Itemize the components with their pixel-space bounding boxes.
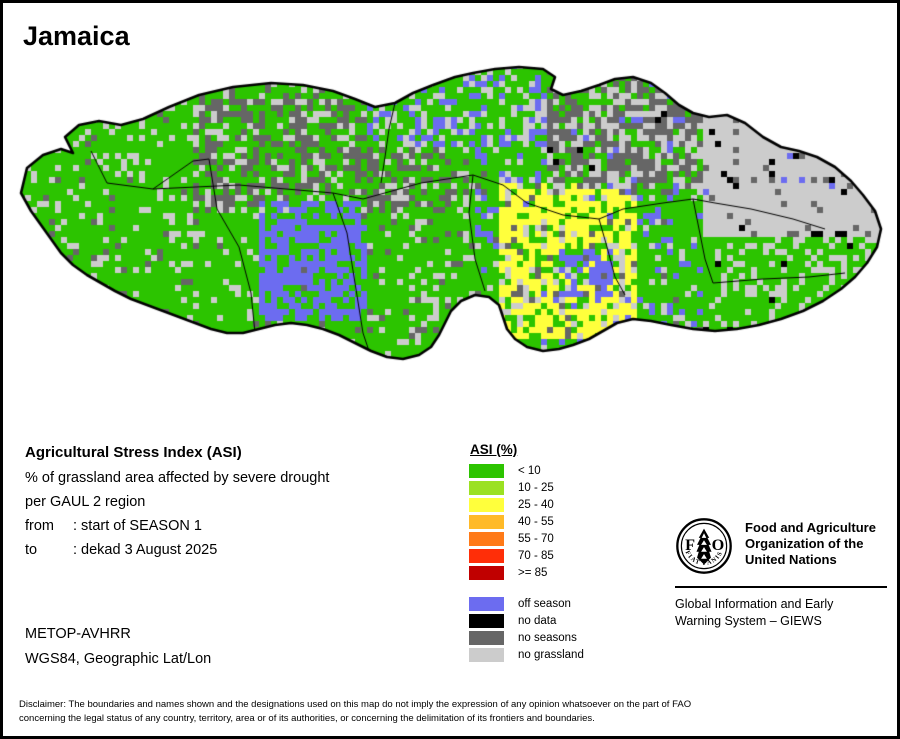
legend-class-row: 70 - 85 — [469, 548, 584, 564]
info-title: Agricultural Stress Index (ASI) — [25, 444, 242, 461]
fao-name-line1: Food and Agriculture — [745, 520, 876, 535]
legend-status-swatch — [469, 648, 504, 662]
legend-class-swatch — [469, 481, 504, 495]
svg-text:O: O — [712, 536, 725, 554]
legend-class-row: 25 - 40 — [469, 497, 584, 513]
svg-text:F: F — [685, 536, 695, 554]
projection-label: WGS84, Geographic Lat/Lon — [25, 651, 212, 667]
legend-class-swatch — [469, 464, 504, 478]
legend-class-row: >= 85 — [469, 565, 584, 581]
fao-header: F O FIAT PANIS Food and Agriculture Orga… — [675, 517, 890, 575]
legend-class-row: 40 - 55 — [469, 514, 584, 530]
legend-status-label: no seasons — [518, 632, 577, 644]
info-to-label: to — [25, 542, 38, 558]
legend-class-swatch — [469, 498, 504, 512]
legend-class-label: 10 - 25 — [518, 482, 554, 494]
info-from-value: : start of SEASON 1 — [73, 518, 202, 534]
legend-status-row: off season — [469, 596, 584, 612]
fao-block: F O FIAT PANIS Food and Agriculture Orga… — [675, 517, 890, 630]
legend-class-label: 70 - 85 — [518, 550, 554, 562]
legend-class-row: 55 - 70 — [469, 531, 584, 547]
disclaimer-line1: Disclaimer: The boundaries and names sho… — [19, 699, 692, 710]
legend-status-row: no seasons — [469, 630, 584, 646]
fao-name-line2: Organization of the — [745, 536, 864, 551]
tech-block: METOP-AVHRR WGS84, Geographic Lat/Lon — [25, 626, 211, 676]
legend-title: ASI (%) — [470, 442, 518, 457]
info-from-row: from : start of SEASON 1 — [25, 518, 445, 534]
info-aggregation: per GAUL 2 region — [25, 494, 146, 510]
legend-class-label: 25 - 40 — [518, 499, 554, 511]
legend-class-swatch — [469, 532, 504, 546]
legend-spacer — [469, 582, 584, 596]
disclaimer-line2: concerning the legal status of any count… — [19, 712, 595, 724]
legend-class-list: < 10 10 - 25 25 - 40 40 - 55 55 - 70 70 - 85 >… — [469, 463, 584, 581]
disclaimer: Disclaimer: The boundaries and names sho… — [19, 698, 879, 725]
legend-status-label: off season — [518, 598, 571, 610]
info-block: Agricultural Stress Index (ASI) % of gra… — [25, 444, 445, 566]
legend-status-row: no data — [469, 613, 584, 629]
legend-status-label: no data — [518, 615, 557, 627]
info-to-value: : dekad 3 August 2025 — [73, 542, 218, 558]
legend-class-label: < 10 — [518, 465, 541, 477]
giews-line1: Global Information and Early — [675, 597, 834, 611]
asi-choropleth-map — [3, 33, 897, 423]
legend-class-label: 55 - 70 — [518, 533, 554, 545]
legend-class-swatch — [469, 515, 504, 529]
legend-status-list: off season no data no seasons no grassland — [469, 596, 584, 663]
giews-text: Global Information and Early Warning Sys… — [675, 596, 890, 630]
fao-name-line3: United Nations — [745, 552, 837, 567]
legend-class-swatch — [469, 566, 504, 580]
info-measure: % of grassland area affected by severe d… — [25, 470, 330, 486]
legend-class-row: 10 - 25 — [469, 480, 584, 496]
legend-class-row: < 10 — [469, 463, 584, 479]
info-from-label: from — [25, 518, 54, 534]
fao-name: Food and Agriculture Organization of the… — [745, 517, 876, 568]
legend-status-swatch — [469, 597, 504, 611]
legend-class-label: 40 - 55 — [518, 516, 554, 528]
page-title: Jamaica — [23, 21, 130, 51]
fao-divider — [675, 586, 887, 588]
legend-status-swatch — [469, 631, 504, 645]
fao-logo-icon: F O FIAT PANIS — [676, 518, 732, 574]
legend-status-row: no grassland — [469, 647, 584, 663]
legend-status-swatch — [469, 614, 504, 628]
legend-status-label: no grassland — [518, 649, 584, 661]
sensor-label: METOP-AVHRR — [25, 626, 131, 642]
legend-class-swatch — [469, 549, 504, 563]
legend-class-label: >= 85 — [518, 567, 548, 579]
map-legend: ASI (%) < 10 10 - 25 25 - 40 40 - 55 55 - 70… — [469, 442, 584, 664]
giews-line2: Warning System – GIEWS — [675, 614, 822, 628]
info-to-row: to : dekad 3 August 2025 — [25, 542, 445, 558]
